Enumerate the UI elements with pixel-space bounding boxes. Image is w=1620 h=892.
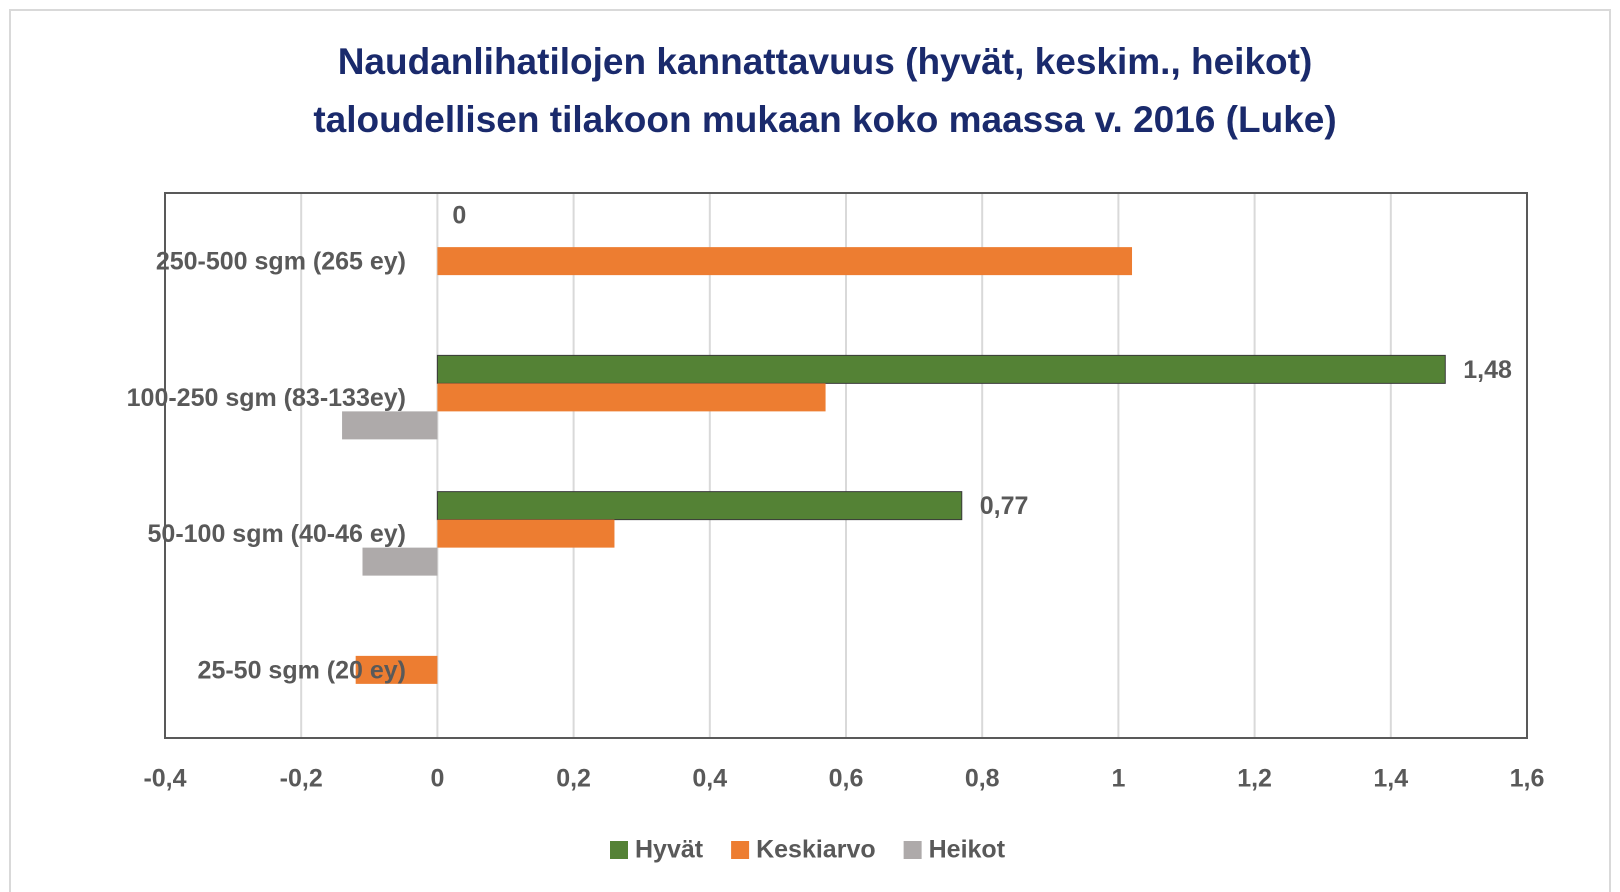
bar bbox=[355, 655, 438, 684]
y-tick-label: 25-50 sgm (20 ey) bbox=[198, 656, 406, 684]
bar bbox=[436, 491, 963, 521]
x-tick-label: 1,2 bbox=[1237, 765, 1272, 793]
y-tick-label: 250-500 sgm (265 ey) bbox=[156, 248, 406, 276]
x-tick-label: 0,6 bbox=[829, 765, 864, 793]
bar bbox=[436, 354, 1446, 384]
legend-label: Keskiarvo bbox=[756, 836, 876, 864]
x-tick-label: 0,2 bbox=[556, 765, 591, 793]
bar bbox=[437, 383, 826, 412]
chart-frame bbox=[9, 9, 1611, 892]
plot-frame bbox=[164, 192, 1528, 739]
x-tick-label: 1 bbox=[1111, 765, 1125, 793]
value-label: 1,48 bbox=[1463, 356, 1512, 384]
bar bbox=[362, 547, 438, 576]
x-tick-label: 1,4 bbox=[1373, 765, 1408, 793]
bar bbox=[437, 247, 1133, 276]
legend-label: Heikot bbox=[929, 836, 1006, 864]
x-tick-label: 0,8 bbox=[965, 765, 1000, 793]
x-tick-label: -0,4 bbox=[143, 765, 186, 793]
x-tick-label: 1,6 bbox=[1510, 765, 1545, 793]
chart-title: Naudanlihatilojen kannattavuus (hyvät, k… bbox=[338, 41, 1313, 82]
legend-swatch bbox=[731, 841, 750, 859]
x-tick-label: 0 bbox=[430, 765, 444, 793]
bar bbox=[437, 519, 615, 548]
value-label: 0,77 bbox=[980, 492, 1029, 520]
x-tick-label: -0,2 bbox=[280, 765, 323, 793]
x-tick-label: 0,4 bbox=[692, 765, 727, 793]
y-tick-label: 100-250 sgm (83-133ey) bbox=[127, 384, 406, 412]
legend-swatch bbox=[903, 841, 922, 859]
legend-label: Hyvät bbox=[635, 836, 704, 864]
y-tick-label: 50-100 sgm (40-46 ey) bbox=[148, 520, 406, 548]
value-label: 0 bbox=[452, 202, 466, 230]
chart-title: taloudellisen tilakoon mukaan koko maass… bbox=[313, 99, 1336, 140]
legend-swatch bbox=[610, 841, 628, 859]
bar bbox=[342, 411, 438, 440]
